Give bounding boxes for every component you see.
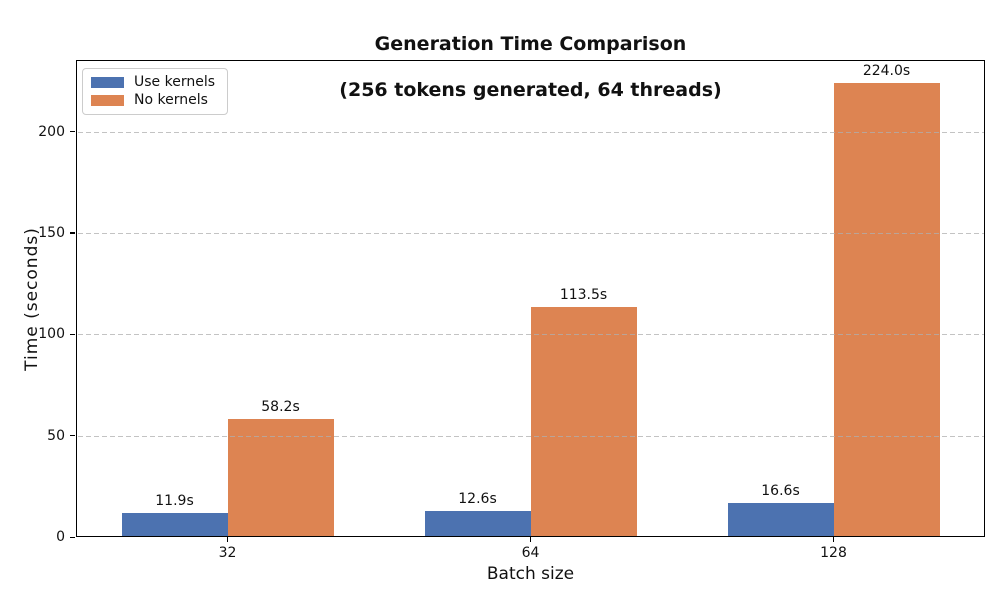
bar-value-label-use-kernels-64: 12.6s <box>458 491 497 508</box>
y-tick-label-0: 0 <box>56 529 65 545</box>
x-tick-mark-64 <box>529 537 532 542</box>
x-tick-label-64: 64 <box>521 545 540 561</box>
y-tick-label-200: 200 <box>38 123 65 140</box>
gridline-50 <box>77 435 984 437</box>
legend-item-no-kernels: No kernels <box>91 92 219 110</box>
gridline-150 <box>77 232 984 234</box>
y-tick-label-150: 150 <box>38 224 65 241</box>
legend-swatch-no-kernels <box>91 94 124 106</box>
legend-item-use-kernels: Use kernels <box>91 74 219 92</box>
x-tick-label-128: 128 <box>820 545 847 561</box>
bar-no-kernels-64 <box>530 306 637 537</box>
chart-title-line1: Generation Time Comparison <box>374 33 687 55</box>
y-tick-mark-0 <box>70 536 75 538</box>
bar-no-kernels-128 <box>833 82 940 537</box>
bar-value-label-use-kernels-128: 16.6s <box>761 483 800 500</box>
y-tick-mark-150 <box>70 232 75 234</box>
bar-value-label-no-kernels-32: 58.2s <box>261 399 300 416</box>
bar-no-kernels-32 <box>227 419 334 537</box>
x-tick-label-32: 32 <box>218 545 237 561</box>
bar-use-kernels-64 <box>424 511 531 537</box>
x-axis-label: Batch size <box>486 564 575 584</box>
gridline-200 <box>77 131 984 133</box>
legend: Use kernels No kernels <box>82 68 228 115</box>
y-tick-mark-200 <box>70 131 75 133</box>
legend-swatch-use-kernels <box>91 77 124 89</box>
y-tick-mark-100 <box>70 333 75 335</box>
chart-title: Generation Time Comparison (256 tokens g… <box>76 10 985 125</box>
y-tick-label-100: 100 <box>38 326 65 343</box>
y-tick-mark-50 <box>70 435 75 437</box>
gridline-100 <box>77 334 984 336</box>
chart-title-line2: (256 tokens generated, 64 threads) <box>339 79 722 101</box>
bar-value-label-use-kernels-32: 11.9s <box>155 492 194 509</box>
y-tick-label-50: 50 <box>47 427 65 444</box>
bar-value-label-no-kernels-64: 113.5s <box>559 286 608 303</box>
legend-label-no-kernels: No kernels <box>134 91 208 108</box>
y-axis-label: Time (seconds) <box>22 227 42 371</box>
x-tick-mark-32 <box>226 537 229 542</box>
bar-value-label-no-kernels-128: 224.0s <box>862 62 911 79</box>
bar-use-kernels-32 <box>121 512 228 537</box>
x-tick-mark-128 <box>832 537 835 542</box>
legend-label-use-kernels: Use kernels <box>134 74 216 91</box>
bar-use-kernels-128 <box>727 503 834 537</box>
